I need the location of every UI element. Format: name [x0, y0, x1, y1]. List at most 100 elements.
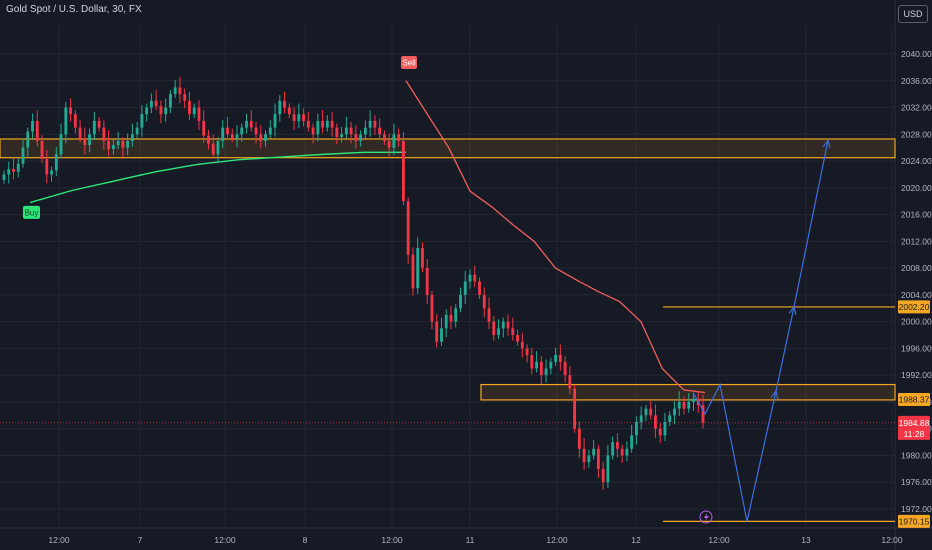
time-tick-label: 13 — [801, 535, 811, 545]
candle-body — [587, 455, 591, 463]
candle-body — [40, 140, 44, 160]
price-tick-label: 2024.00 — [901, 156, 932, 166]
candle-body — [164, 107, 168, 115]
last-price-text: 1984.88 — [899, 418, 930, 428]
candle-body — [444, 314, 448, 329]
candle-body — [463, 281, 467, 295]
last-price-tag — [898, 415, 930, 440]
candle-body — [368, 120, 372, 128]
price-axis[interactable]: 1972.001976.001980.001984.001988.001992.… — [898, 49, 932, 528]
candle-body — [440, 328, 443, 342]
price-tick-label: 2000.00 — [901, 317, 932, 327]
time-tick-label: 12:00 — [546, 535, 568, 545]
candle-body — [501, 321, 505, 329]
time-tick-label: 12:00 — [881, 535, 903, 545]
price-tick-label: 2040.00 — [901, 49, 932, 59]
price-tick-label: 2016.00 — [901, 210, 932, 220]
candle-body — [392, 134, 396, 148]
candle-body — [69, 107, 72, 115]
candle-body — [492, 321, 496, 336]
candle-body — [21, 147, 25, 164]
candle-body — [378, 127, 382, 135]
candle-body — [235, 134, 239, 139]
candle-body — [130, 134, 134, 141]
lightning-icon — [699, 510, 713, 524]
time-axis[interactable]: 12:00 7 12:00 8 12:00 11 12:00 12 12:00 13 12:00 — [48, 535, 903, 545]
candle-body — [226, 127, 229, 135]
candle-body — [254, 127, 258, 135]
candle-body — [273, 114, 277, 128]
candle-body — [606, 455, 610, 483]
price-tick-label: 2020.00 — [901, 183, 932, 193]
candle-body — [668, 415, 672, 423]
candle-body — [482, 294, 486, 309]
candle-body — [12, 169, 15, 172]
price-tick-label: 2032.00 — [901, 103, 932, 113]
candle-body — [107, 140, 111, 150]
candle-body — [78, 127, 82, 139]
candle-body — [487, 308, 491, 322]
candle-body — [216, 140, 220, 155]
candle-body — [54, 154, 58, 171]
price-level-tag — [898, 514, 930, 528]
candle-body — [126, 140, 130, 148]
buy-signal-label: Buy — [25, 208, 39, 217]
candle-body — [539, 361, 543, 376]
candle-body — [316, 120, 320, 135]
candle-body — [387, 140, 391, 148]
candle-body — [701, 405, 705, 423]
candle-body — [7, 169, 11, 175]
candle-body — [577, 428, 581, 449]
time-tick-label: 12:00 — [381, 535, 403, 545]
candle-body — [135, 127, 139, 135]
price-zones — [0, 138, 896, 522]
candle-body — [435, 321, 439, 342]
candle-body — [530, 355, 534, 369]
candle-body — [654, 415, 657, 429]
signal-labels: Buy Sell — [23, 56, 713, 524]
candle-body — [192, 107, 196, 115]
candle-body — [111, 145, 115, 150]
candle-body — [16, 163, 20, 172]
candle-body — [563, 361, 567, 376]
candle-body — [249, 120, 253, 128]
candle-body — [468, 274, 472, 282]
currency-button[interactable]: USD — [898, 5, 928, 23]
candle-body — [359, 134, 363, 141]
candle-body — [88, 134, 92, 145]
candle-body — [173, 87, 177, 95]
candle-body — [615, 442, 619, 449]
candle-body — [554, 355, 558, 362]
lightning-bolt-glyph — [704, 513, 709, 522]
candle-body — [525, 348, 529, 356]
price-tick-label: 1976.00 — [901, 477, 932, 487]
bar-countdown-text: 11:28 — [904, 429, 925, 439]
price-level-text: 1970.15 — [899, 516, 930, 526]
candle-body — [592, 448, 596, 456]
supply-demand-zone — [0, 138, 896, 159]
candle-body — [221, 127, 225, 141]
candle-body — [311, 127, 315, 135]
candle-body — [202, 120, 206, 136]
candle-body — [454, 308, 458, 322]
candle-body — [349, 127, 353, 135]
candle-body — [230, 134, 234, 139]
candle-body — [363, 127, 367, 135]
price-tick-label: 1980.00 — [901, 450, 932, 460]
candle-body — [102, 127, 106, 141]
candle-body — [663, 422, 667, 436]
sell-signal-label: Sell — [402, 59, 416, 68]
candle-body — [601, 468, 605, 483]
candle-body — [516, 335, 519, 342]
candle-body — [511, 328, 515, 336]
candle-body — [302, 114, 305, 121]
candle-body — [149, 100, 153, 108]
candle-body — [83, 138, 87, 145]
candle-body — [321, 120, 325, 128]
candle-body — [26, 131, 30, 148]
time-tick-label: 11 — [466, 535, 475, 545]
candle-body — [639, 415, 643, 423]
time-tick-label: 12:00 — [708, 535, 730, 545]
